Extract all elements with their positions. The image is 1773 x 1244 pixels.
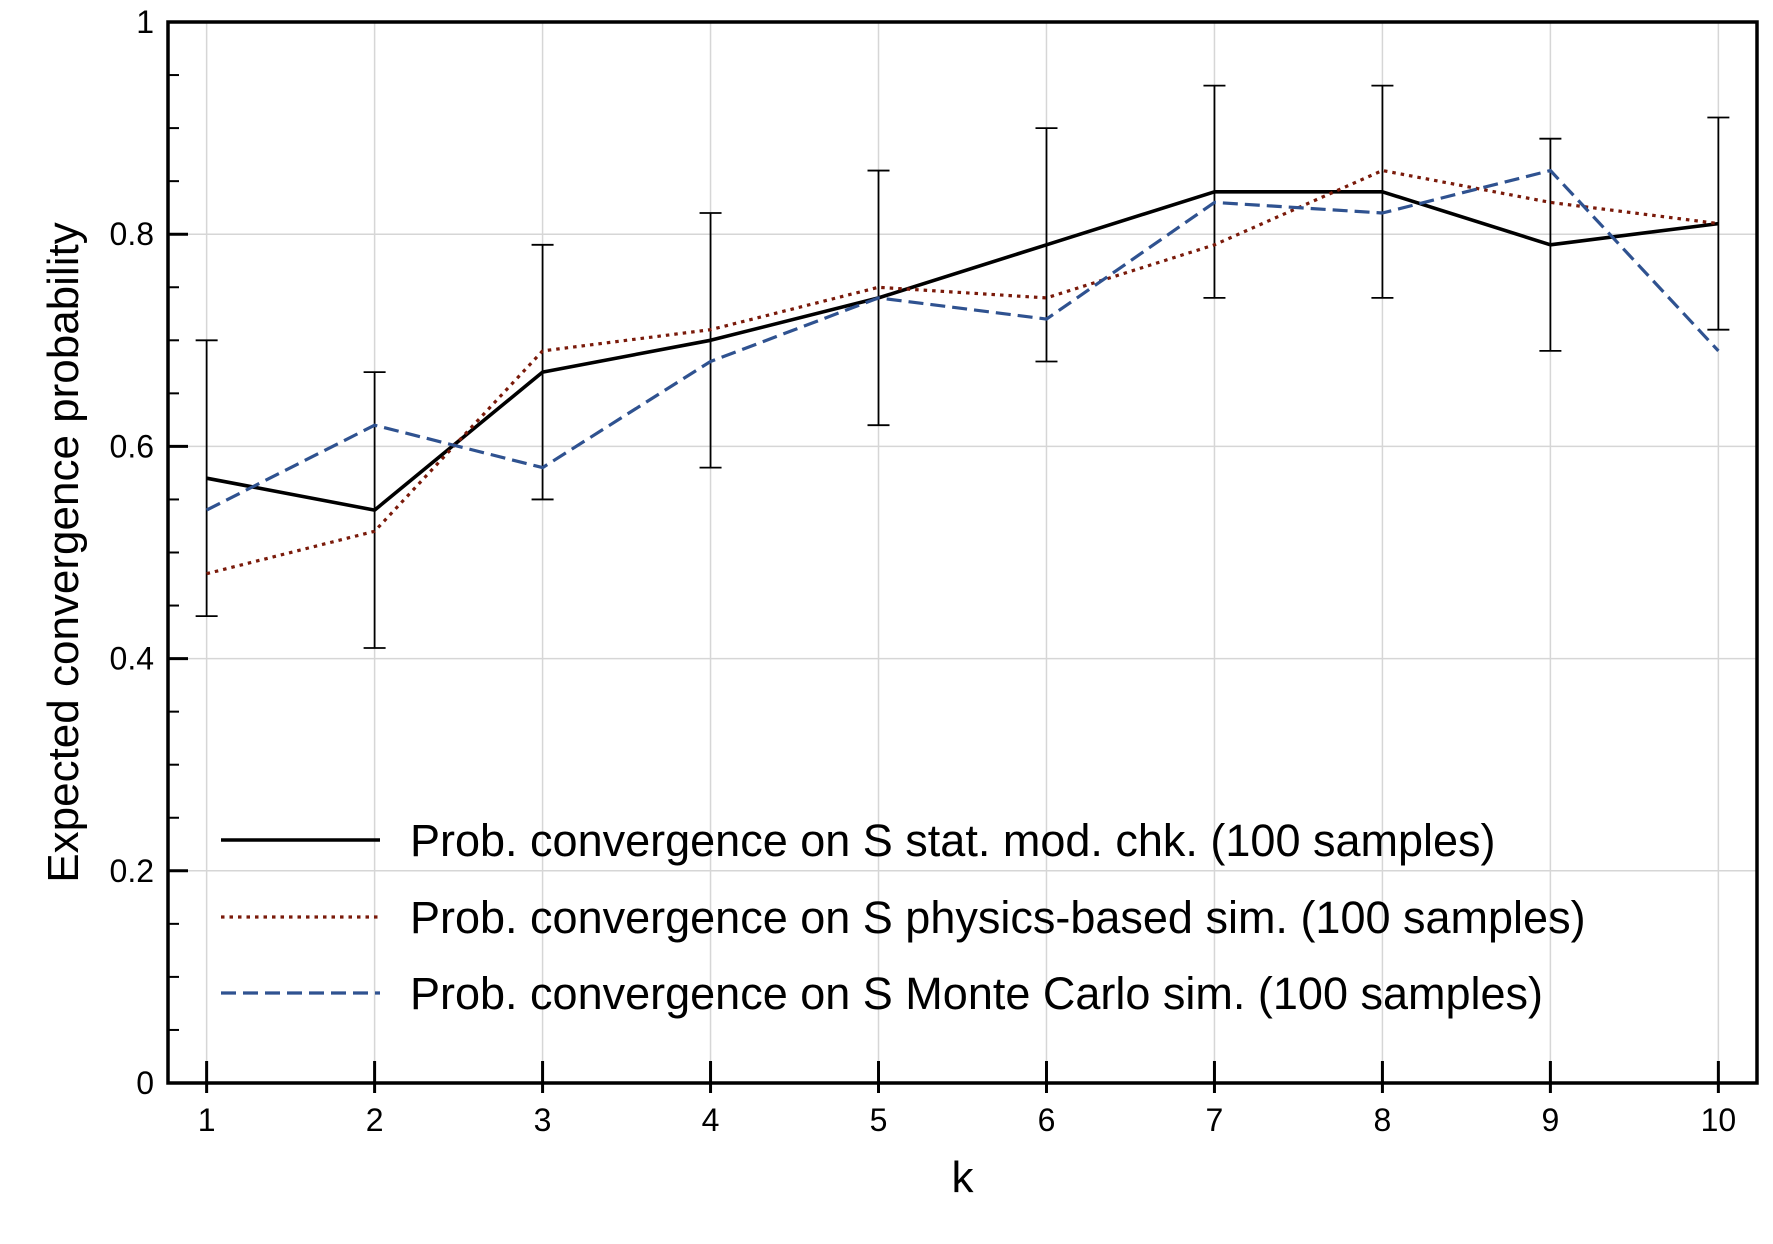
y-tick-label: 0 (136, 1065, 154, 1101)
x-tick-label: 3 (534, 1102, 552, 1138)
legend-label-physics-based-sim: Prob. convergence on S physics-based sim… (410, 892, 1586, 943)
legend-label-monte-carlo-sim: Prob. convergence on S Monte Carlo sim. … (410, 968, 1543, 1019)
series-line-monte-carlo-sim (205, 168, 1720, 512)
y-tick-label: 0.2 (110, 853, 154, 889)
series-lines (205, 168, 1720, 576)
legend-label-stat-mod-chk: Prob. convergence on S stat. mod. chk. (… (410, 815, 1496, 866)
axis-ticks (168, 20, 1720, 1093)
x-tick-label: 6 (1038, 1102, 1056, 1138)
x-tick-label: 5 (870, 1102, 888, 1138)
y-tick-label: 0.8 (110, 216, 154, 252)
x-tick-label: 4 (702, 1102, 720, 1138)
minor-ticks (168, 74, 179, 1031)
series-line-stat-mod-chk (206, 190, 1719, 512)
legend: Prob. convergence on S stat. mod. chk. (… (221, 815, 1586, 1019)
x-axis-label: k (952, 1153, 975, 1202)
x-tick-label: 1 (198, 1102, 216, 1138)
plot-frame (166, 20, 1759, 1085)
x-tick-label: 8 (1374, 1102, 1392, 1138)
y-axis-label: Expected convergence probability (39, 222, 88, 882)
x-tick-label: 9 (1541, 1102, 1559, 1138)
tick-labels: 1 2 3 4 5 6 7 8 9 10 0 0.2 0.4 0.6 0.8 1 (110, 4, 1737, 1138)
x-tick-label: 10 (1701, 1102, 1737, 1138)
x-tick-label: 7 (1206, 1102, 1224, 1138)
y-tick-label: 0.6 (110, 428, 154, 464)
y-tick-label: 1 (136, 4, 154, 40)
y-tick-label: 0.4 (110, 641, 154, 677)
x-tick-label: 2 (366, 1102, 384, 1138)
